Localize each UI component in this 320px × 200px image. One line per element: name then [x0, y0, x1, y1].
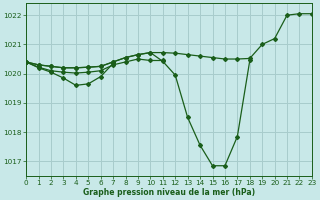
X-axis label: Graphe pression niveau de la mer (hPa): Graphe pression niveau de la mer (hPa)	[83, 188, 255, 197]
